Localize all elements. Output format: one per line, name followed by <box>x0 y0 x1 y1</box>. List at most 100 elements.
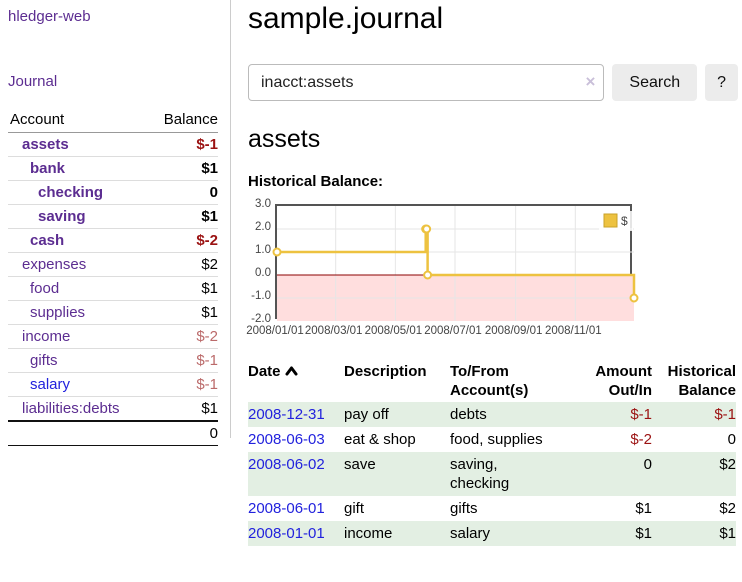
transaction-row[interactable]: 2008-01-01 income salary $1 $1 <box>248 521 736 546</box>
account-link[interactable]: supplies <box>30 304 86 321</box>
clear-search-icon[interactable]: × <box>585 72 596 91</box>
transaction-accounts: debts <box>450 406 487 423</box>
transaction-balance: $1 <box>719 525 736 542</box>
account-balance: $-1 <box>147 372 218 397</box>
accounts-total-value: 0 <box>147 420 218 446</box>
x-axis-tick-label: 2008/03/01 <box>304 325 363 337</box>
accounts-table: Account Balance assets $-1 bank $1 checking 0… <box>8 108 218 446</box>
transaction-balance: $-1 <box>714 406 736 423</box>
transactions-table: Date Description To/From Account(s) Amou… <box>248 360 736 546</box>
txn-header-date[interactable]: Date <box>248 360 344 402</box>
account-balance: $-1 <box>147 132 218 157</box>
account-row: assets $-1 <box>8 132 218 157</box>
account-balance: $1 <box>147 276 218 301</box>
txn-header-accounts: To/From Account(s) <box>450 363 529 399</box>
account-row: food $1 <box>8 276 218 301</box>
txn-header-description: Description <box>344 363 427 380</box>
transaction-row[interactable]: 2008-06-03 eat & shop food, supplies $-2 0 <box>248 427 736 452</box>
sort-ascending-icon <box>285 362 298 381</box>
x-axis-tick-label: 2008/01/01 <box>246 325 304 337</box>
search-button[interactable]: Search <box>612 64 698 101</box>
y-axis-tick-label: 1.0 <box>255 244 271 256</box>
transaction-row[interactable]: 2008-06-01 gift gifts $1 $2 <box>248 496 736 521</box>
chart-label: Historical Balance: <box>248 173 384 190</box>
account-link[interactable]: liabilities:debts <box>22 400 120 417</box>
account-link[interactable]: checking <box>38 184 104 201</box>
txn-header-amount: Amount Out/In <box>595 363 652 399</box>
account-row: bank $1 <box>8 156 218 181</box>
account-row: gifts $-1 <box>8 348 218 373</box>
accounts-header-account: Account <box>8 108 148 133</box>
transaction-accounts: gifts <box>450 500 478 517</box>
chart-svg: $ <box>272 206 639 321</box>
x-axis-tick-label: 2008/07/01 <box>424 325 482 337</box>
account-link[interactable]: bank <box>30 160 66 177</box>
transaction-description: eat & shop <box>344 431 416 448</box>
account-link[interactable]: cash <box>30 232 65 249</box>
transaction-description: income <box>344 525 393 542</box>
app-title-link[interactable]: hledger-web <box>8 8 91 25</box>
account-heading: assets <box>248 125 321 153</box>
transaction-row[interactable]: 2008-06-02 save saving, checking 0 $2 <box>248 452 736 496</box>
account-balance: $-1 <box>147 348 218 373</box>
main-content: sample.journal × Search ? assets Histori… <box>246 0 738 546</box>
transaction-date-link[interactable]: 2008-01-01 <box>248 525 325 542</box>
account-row: liabilities:debts $1 <box>8 396 218 422</box>
account-balance: $1 <box>147 156 218 181</box>
account-row: salary $-1 <box>8 372 218 397</box>
search-form: × Search ? <box>248 64 738 101</box>
y-axis-tick-label: -2.0 <box>251 313 271 325</box>
help-button[interactable]: ? <box>705 64 738 101</box>
page-title: sample.journal <box>248 2 444 35</box>
y-axis-tick-label: 2.0 <box>255 221 271 233</box>
account-link[interactable]: assets <box>22 136 69 153</box>
transaction-amount: 0 <box>643 456 652 473</box>
account-balance: $-2 <box>147 324 218 349</box>
account-link[interactable]: saving <box>38 208 86 225</box>
sidebar: hledger-web Journal Account Balance asse… <box>0 0 231 446</box>
transaction-accounts: saving, checking <box>450 456 510 492</box>
account-row: saving $1 <box>8 204 218 229</box>
transaction-description: gift <box>344 500 365 517</box>
txn-header-balance: Historical Balance <box>667 363 736 399</box>
account-row: income $-2 <box>8 324 218 349</box>
search-input[interactable] <box>248 64 605 101</box>
transaction-date-link[interactable]: 2008-06-02 <box>248 456 325 473</box>
account-link[interactable]: salary <box>30 376 71 393</box>
transaction-balance: $2 <box>719 500 736 517</box>
x-axis-tick-label: 2008/05/01 <box>364 325 423 337</box>
chart-legend: $ <box>599 211 633 231</box>
transaction-row[interactable]: 2008-12-31 pay off debts $-1 $-1 <box>248 402 736 427</box>
account-link[interactable]: expenses <box>22 256 87 273</box>
accounts-header-balance: Balance <box>147 108 218 133</box>
nav-journal-link[interactable]: Journal <box>8 73 58 90</box>
legend-swatch <box>603 213 618 228</box>
account-row: checking 0 <box>8 180 218 205</box>
transaction-description: save <box>344 456 376 473</box>
transaction-date-link[interactable]: 2008-06-03 <box>248 431 325 448</box>
transaction-accounts: food, supplies <box>450 431 543 448</box>
account-row: supplies $1 <box>8 300 218 325</box>
y-axis-tick-label: 3.0 <box>255 198 271 210</box>
account-link[interactable]: food <box>30 280 60 297</box>
x-axis-tick-label: 2008/11/01 <box>544 325 602 337</box>
transaction-balance: 0 <box>727 431 736 448</box>
account-balance: $1 <box>147 396 218 422</box>
accounts-total-row: 0 <box>8 420 218 446</box>
transaction-amount: $1 <box>635 500 652 517</box>
account-link[interactable]: income <box>22 328 71 345</box>
account-balance: $1 <box>147 300 218 325</box>
account-balance: 0 <box>147 180 218 205</box>
account-balance: $2 <box>147 252 218 277</box>
account-balance: $-2 <box>147 228 218 253</box>
transaction-amount: $-2 <box>630 431 652 448</box>
transaction-accounts: salary <box>450 525 491 542</box>
transaction-date-link[interactable]: 2008-12-31 <box>248 406 325 423</box>
account-balance: $1 <box>147 204 218 229</box>
account-row: expenses $2 <box>8 252 218 277</box>
transaction-amount: $-1 <box>630 406 652 423</box>
transaction-balance: $2 <box>719 456 736 473</box>
transaction-date-link[interactable]: 2008-06-01 <box>248 500 325 517</box>
y-axis-tick-label: 0.0 <box>255 267 271 279</box>
account-link[interactable]: gifts <box>30 352 58 369</box>
